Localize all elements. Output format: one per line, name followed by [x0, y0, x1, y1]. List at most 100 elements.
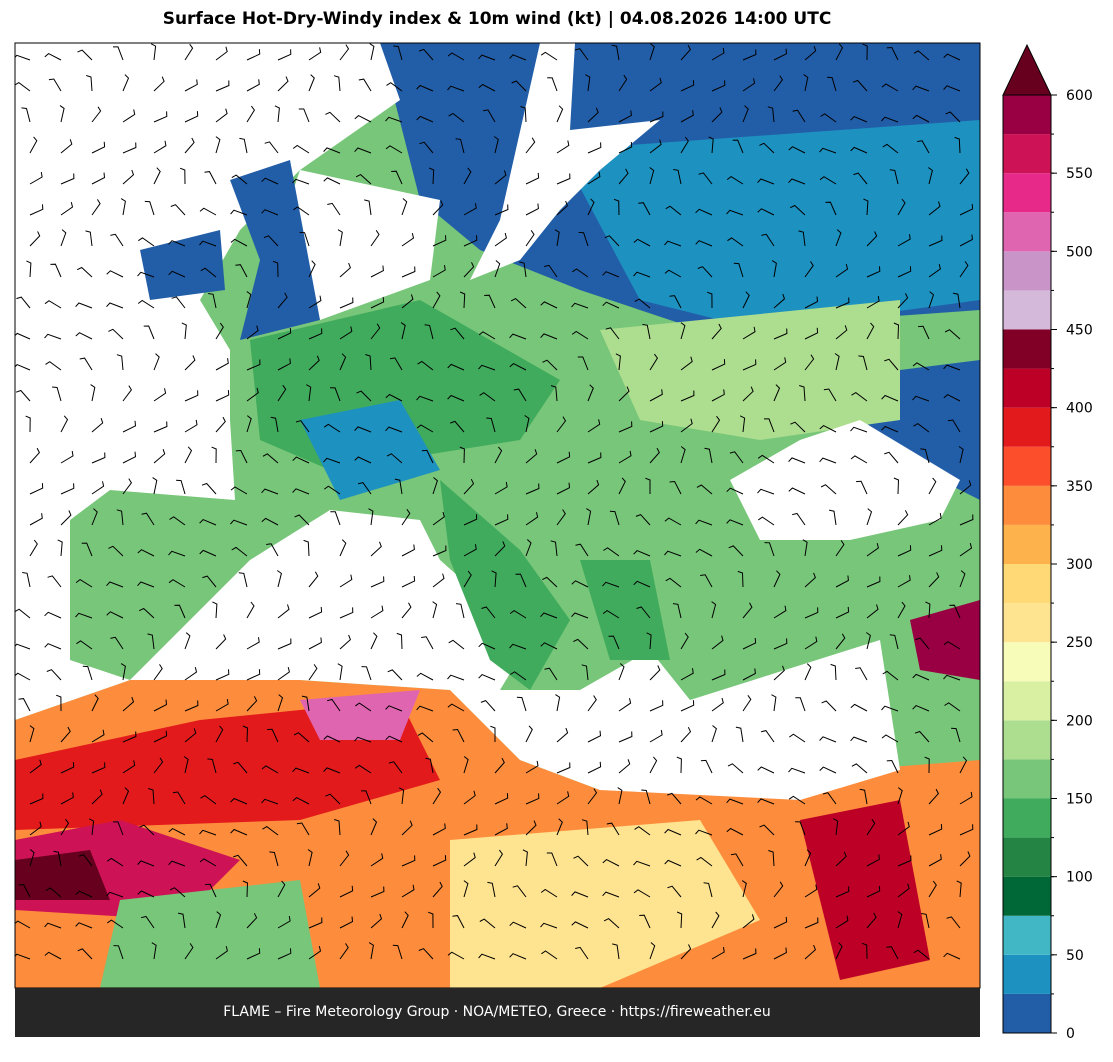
wind-barb [788, 795, 806, 805]
colorbar-band [1003, 485, 1051, 525]
wind-barb [29, 821, 42, 836]
wind-barb [277, 948, 292, 960]
wind-barb [339, 539, 347, 557]
wind-barb [57, 539, 63, 557]
wind-barb [29, 849, 35, 867]
wind-barb [602, 891, 620, 898]
wind-barb [261, 765, 279, 774]
wind-barb [365, 354, 372, 371]
wind-barb [928, 201, 941, 216]
colorbar-band [1003, 524, 1051, 564]
wind-barb [726, 175, 744, 185]
wind-barb [29, 136, 38, 154]
wind-barb [573, 638, 589, 650]
wind-barb [587, 452, 602, 464]
wind-barb [113, 46, 124, 61]
wind-barb [928, 880, 937, 898]
wind-barb [556, 818, 563, 836]
wind-barb [201, 482, 217, 495]
wind-barb [44, 611, 62, 619]
wind-barb [370, 886, 385, 898]
middle-east [910, 600, 980, 680]
wind-barb [742, 637, 757, 650]
wind-barb [447, 674, 465, 681]
wind-barb [649, 665, 661, 681]
wind-barb [334, 819, 341, 836]
wind-barb [463, 544, 477, 557]
wind-barb [742, 386, 754, 402]
wind-barb [928, 263, 941, 278]
wind-barb [179, 167, 186, 185]
wind-barb [370, 265, 384, 278]
wind-barb [246, 913, 258, 929]
wind-barb [432, 477, 438, 495]
wind-barb [52, 386, 62, 402]
wind-barb [447, 85, 465, 92]
wind-barb [516, 696, 527, 712]
wind-barb [550, 540, 558, 557]
wind-barb [299, 231, 310, 247]
wind-barb [943, 53, 961, 61]
wind-barb [958, 446, 964, 464]
wind-barb [153, 167, 161, 185]
wind-barb [277, 604, 290, 619]
wind-barb [463, 235, 478, 247]
wind-barb [242, 880, 249, 898]
wind-barb [767, 106, 775, 123]
wind-barb [804, 327, 819, 340]
wind-barb [59, 105, 65, 123]
wind-barb [418, 948, 434, 960]
wind-barb [15, 332, 31, 340]
colorbar-tick-label: 150 [1066, 792, 1093, 808]
wind-barb [550, 385, 558, 402]
wind-barb [370, 853, 384, 867]
wind-barb [669, 295, 682, 309]
wind-barb [804, 46, 817, 61]
wind-barb [882, 670, 899, 681]
wind-barb [339, 326, 353, 340]
wind-barb [91, 762, 106, 774]
wind-barb [323, 767, 341, 774]
wind-barb [432, 511, 445, 526]
wind-barb [649, 111, 664, 123]
wind-barb [272, 260, 279, 278]
wind-barb [540, 51, 558, 61]
wind-barb [292, 488, 310, 495]
wind-barb [339, 574, 353, 588]
wind-barb [417, 732, 434, 743]
east-region [600, 300, 900, 440]
wind-barb [29, 231, 41, 247]
wind-barb [959, 570, 966, 588]
wind-barb [308, 637, 322, 650]
wind-barb [153, 353, 160, 371]
wind-barb [742, 326, 756, 340]
wind-barb [323, 457, 341, 464]
wind-barb [886, 759, 899, 774]
wind-barb [633, 889, 651, 898]
wind-barb [881, 394, 899, 402]
wind-barb [231, 174, 248, 185]
wind-barb [184, 355, 196, 371]
footer: FLAME – Fire Meteorology Group · NOA/MET… [223, 1004, 771, 1020]
wind-barb [183, 756, 189, 774]
wind-barb [463, 514, 478, 526]
wind-barb [866, 508, 873, 526]
wind-barb [798, 230, 806, 247]
wind-barb [153, 757, 164, 774]
wind-barb [277, 358, 291, 371]
wind-barb [357, 482, 372, 495]
wind-barb [742, 291, 750, 309]
wind-barb [387, 669, 403, 681]
wind-barb [587, 695, 597, 712]
wind-barb [735, 726, 744, 743]
wind-barb [215, 108, 228, 123]
wind-barb [850, 703, 868, 712]
wind-barb [850, 116, 868, 123]
wind-barb [25, 415, 31, 433]
wind-barb [370, 632, 378, 650]
wind-barb [730, 853, 744, 867]
wind-barb [571, 891, 589, 898]
wind-barb [525, 483, 540, 495]
wind-barb [215, 699, 229, 712]
wind-barb [75, 578, 93, 588]
